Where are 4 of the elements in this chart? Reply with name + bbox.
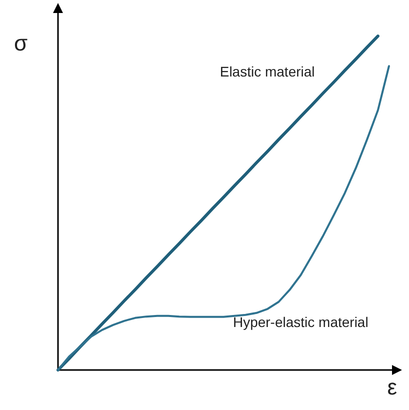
y-axis-title: σ: [14, 30, 28, 56]
series-label: Elastic material: [220, 63, 315, 80]
x-axis-title: ε: [387, 374, 398, 400]
series-label: Hyper-elastic material: [232, 314, 368, 330]
